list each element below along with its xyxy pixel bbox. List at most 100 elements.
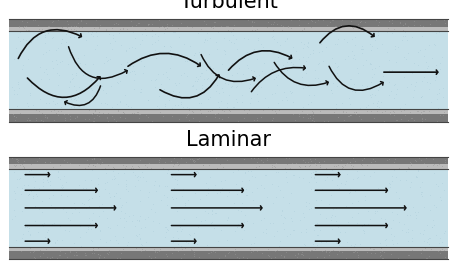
Point	[118, 205, 125, 209]
Point	[400, 108, 407, 112]
Point	[362, 198, 369, 202]
Point	[386, 181, 393, 185]
Point	[290, 173, 297, 177]
Point	[413, 257, 420, 261]
Point	[114, 108, 121, 112]
Point	[175, 249, 182, 253]
Point	[302, 204, 309, 208]
Point	[228, 84, 236, 88]
Point	[309, 110, 317, 114]
Point	[303, 227, 310, 231]
Point	[322, 248, 329, 252]
Point	[120, 27, 127, 31]
Point	[73, 88, 80, 92]
Point	[407, 180, 414, 184]
Point	[85, 216, 92, 220]
Point	[353, 110, 360, 114]
Point	[122, 93, 129, 97]
Point	[133, 175, 141, 179]
Point	[312, 20, 319, 24]
Point	[155, 94, 163, 98]
Point	[274, 229, 281, 233]
Point	[299, 253, 307, 257]
Point	[151, 48, 158, 53]
Point	[31, 256, 38, 260]
Point	[172, 93, 179, 97]
Point	[310, 111, 317, 115]
Point	[19, 161, 26, 166]
Point	[44, 178, 51, 182]
Point	[77, 244, 84, 248]
Point	[88, 251, 96, 255]
Point	[392, 190, 399, 194]
Point	[439, 86, 446, 90]
Point	[367, 245, 374, 250]
Point	[241, 213, 249, 218]
Point	[377, 249, 384, 254]
Point	[424, 163, 431, 168]
Point	[441, 229, 449, 234]
Point	[268, 181, 275, 186]
Point	[391, 157, 398, 161]
Point	[382, 237, 389, 242]
Point	[84, 227, 91, 231]
Point	[9, 112, 16, 117]
Point	[73, 24, 80, 28]
Point	[91, 108, 99, 113]
Point	[344, 220, 351, 224]
Point	[81, 166, 89, 171]
Point	[83, 21, 90, 25]
Point	[11, 164, 19, 168]
Point	[349, 249, 356, 254]
Point	[403, 38, 410, 42]
Point	[161, 184, 169, 188]
Point	[51, 108, 58, 112]
Point	[189, 109, 196, 113]
Point	[36, 65, 43, 69]
Point	[38, 198, 46, 203]
Point	[90, 111, 97, 115]
Point	[274, 170, 282, 174]
Point	[436, 113, 444, 117]
Point	[283, 234, 290, 238]
Point	[188, 157, 195, 161]
Point	[29, 18, 37, 22]
Point	[211, 112, 218, 116]
Point	[166, 48, 173, 52]
Point	[85, 225, 92, 229]
Point	[13, 46, 20, 50]
Point	[301, 42, 308, 46]
Point	[284, 25, 292, 29]
Point	[389, 109, 397, 114]
Point	[213, 83, 220, 87]
Point	[317, 41, 324, 46]
Point	[299, 109, 306, 113]
Point	[114, 102, 121, 106]
Point	[406, 166, 413, 170]
Point	[300, 27, 308, 31]
Point	[165, 97, 172, 102]
Point	[72, 28, 79, 32]
Point	[89, 119, 96, 123]
Point	[410, 118, 418, 122]
Point	[49, 193, 56, 197]
Point	[332, 214, 339, 219]
Point	[196, 196, 203, 201]
Point	[111, 39, 118, 43]
Point	[335, 243, 343, 248]
Point	[402, 30, 409, 34]
Point	[274, 73, 281, 77]
Point	[385, 68, 392, 72]
Point	[61, 205, 68, 210]
Point	[419, 117, 426, 121]
Point	[348, 200, 355, 205]
Point	[295, 18, 302, 22]
Point	[301, 160, 308, 164]
Point	[435, 106, 442, 110]
Point	[192, 215, 199, 220]
Point	[283, 68, 290, 72]
Point	[15, 86, 22, 90]
Point	[417, 112, 424, 116]
Point	[276, 42, 283, 47]
Point	[240, 228, 248, 232]
